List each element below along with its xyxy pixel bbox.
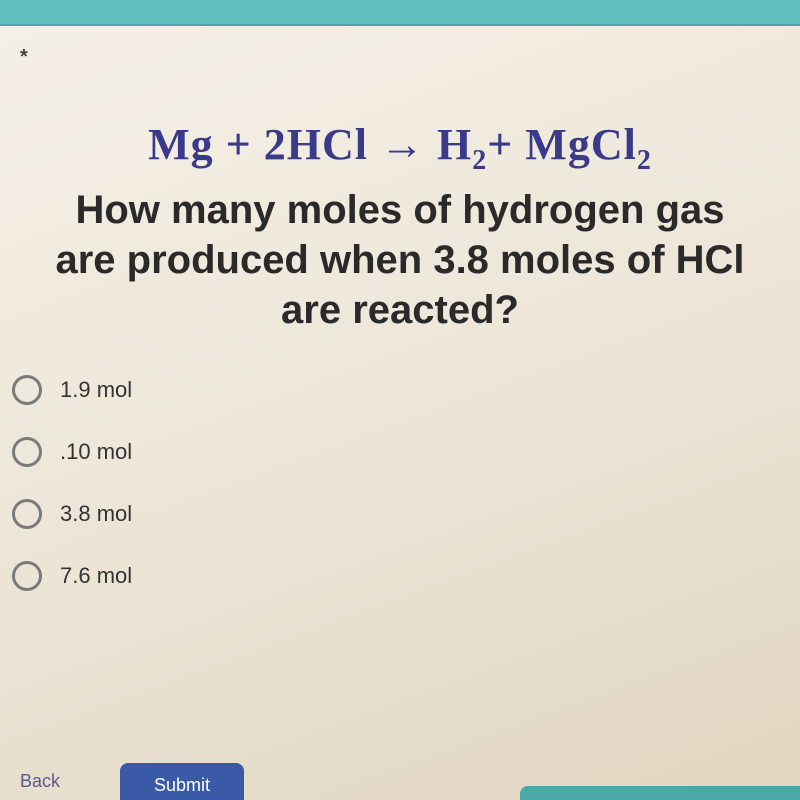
- option-label: 3.8 mol: [60, 501, 132, 527]
- submit-button[interactable]: Submit: [120, 763, 244, 800]
- option-3[interactable]: 7.6 mol: [12, 561, 800, 591]
- progress-bar: [520, 786, 800, 800]
- back-button[interactable]: Back: [20, 771, 60, 792]
- question-line-3: are reacted?: [281, 288, 519, 332]
- option-0[interactable]: 1.9 mol: [12, 375, 800, 405]
- radio-icon[interactable]: [12, 437, 42, 467]
- option-label: .10 mol: [60, 439, 132, 465]
- question-line-1: How many moles of hydrogen gas: [75, 188, 724, 232]
- chemical-equation: Mg + 2HCl → H2+ MgCl2: [0, 119, 800, 177]
- footer: Back Submit: [0, 751, 800, 800]
- radio-icon[interactable]: [12, 375, 42, 405]
- question-line-2: are produced when 3.8 moles of HCl: [55, 238, 744, 282]
- option-2[interactable]: 3.8 mol: [12, 499, 800, 529]
- option-label: 1.9 mol: [60, 377, 132, 403]
- radio-icon[interactable]: [12, 561, 42, 591]
- required-marker: *: [20, 46, 800, 69]
- top-bar: [0, 0, 800, 26]
- option-1[interactable]: .10 mol: [12, 437, 800, 467]
- option-label: 7.6 mol: [60, 563, 132, 589]
- question-text: How many moles of hydrogen gas are produ…: [0, 185, 800, 335]
- radio-icon[interactable]: [12, 499, 42, 529]
- content-area: * Mg + 2HCl → H2+ MgCl2 How many moles o…: [0, 26, 800, 591]
- options-list: 1.9 mol .10 mol 3.8 mol 7.6 mol: [0, 375, 800, 591]
